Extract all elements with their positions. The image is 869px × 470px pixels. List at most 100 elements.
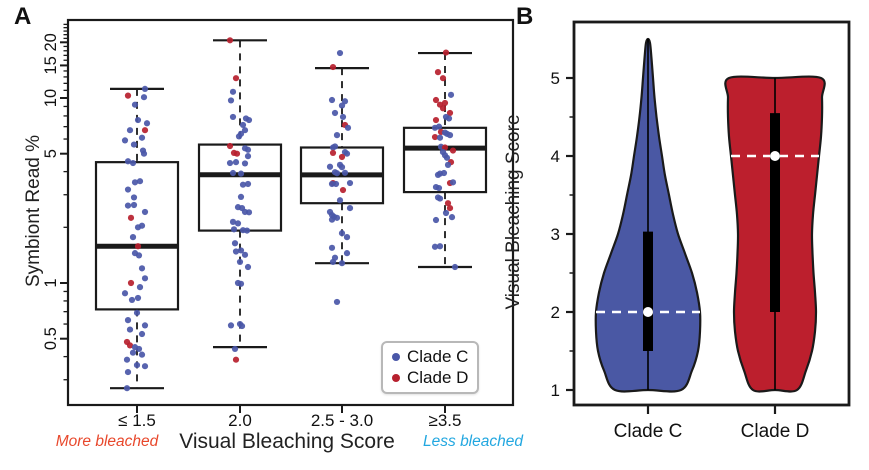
data-point-clade-c [332, 180, 340, 188]
panel-a-y-tick-label: 20 [42, 33, 60, 51]
panel-a-letter: A [14, 3, 32, 30]
panel-b-y-axis-title: Visual Bleaching Score [503, 114, 524, 310]
data-point-clade-c [141, 275, 149, 282]
data-point-clade-d [339, 186, 347, 194]
data-point-clade-c [129, 349, 137, 356]
data-point-clade-d [434, 69, 442, 76]
violin-median-dot [643, 307, 653, 317]
panel-b-plot-border [572, 20, 851, 407]
data-point-clade-c [140, 94, 148, 101]
box-iqr [94, 161, 180, 311]
data-point-clade-c [226, 159, 234, 167]
data-point-clade-c [234, 220, 242, 227]
data-point-clade-c [231, 345, 239, 353]
violin-median-dot [770, 151, 780, 161]
data-point-clade-c [133, 309, 141, 316]
data-point-clade-c [124, 368, 132, 376]
data-point-clade-c [141, 363, 149, 370]
data-point-clade-c [238, 322, 246, 330]
panel-b-y-tick-label: 1 [551, 381, 560, 400]
data-point-clade-c [143, 120, 151, 127]
data-point-clade-c [444, 161, 452, 168]
data-point-clade-c [328, 244, 336, 251]
data-point-clade-c [442, 209, 450, 217]
data-point-clade-c [245, 209, 253, 216]
data-point-clade-d [127, 214, 135, 221]
panel-b-category-clade-c: Clade C [613, 421, 683, 442]
data-point-clade-c [435, 184, 443, 192]
data-point-clade-c [230, 226, 238, 233]
data-point-clade-c [331, 109, 339, 117]
data-point-clade-c [141, 208, 149, 216]
data-point-clade-c [245, 116, 253, 124]
data-point-clade-d [329, 63, 337, 71]
data-point-clade-c [235, 133, 243, 140]
data-point-clade-c [443, 154, 451, 161]
data-point-clade-c [131, 101, 139, 108]
data-point-clade-c [134, 116, 142, 124]
data-point-clade-c [333, 214, 341, 221]
data-point-clade-c [436, 243, 444, 250]
data-point-clade-c [244, 153, 252, 160]
panel-a-category-2: 2.0 [228, 411, 252, 430]
data-point-clade-c [138, 222, 146, 229]
data-point-clade-c [239, 181, 247, 188]
panel-a-y-tick-label: 0.5 [42, 327, 60, 350]
data-point-clade-d [441, 99, 449, 107]
data-point-clade-c [121, 290, 129, 297]
data-point-clade-c [243, 227, 251, 234]
data-point-clade-c [338, 260, 346, 267]
data-point-clade-c [124, 317, 132, 324]
data-point-clade-d [432, 96, 440, 104]
data-point-clade-c [138, 351, 146, 358]
data-point-clade-c [436, 134, 444, 141]
data-point-clade-c [227, 322, 235, 329]
data-point-clade-d [432, 116, 440, 124]
data-point-clade-c [451, 263, 459, 271]
data-point-clade-c [130, 194, 138, 201]
data-point-clade-d [134, 243, 142, 250]
legend-label-clade-d: Clade D [407, 367, 469, 387]
legend-item-clade-d: Clade D [392, 367, 468, 388]
panel-a-category-4: ≥3.5 [428, 411, 462, 430]
data-point-clade-c [445, 115, 453, 122]
data-point-clade-d [126, 342, 134, 349]
data-point-clade-c [328, 96, 336, 104]
data-point-clade-c [346, 205, 354, 212]
data-point-clade-c [130, 201, 138, 209]
data-point-clade-c [328, 216, 336, 223]
data-point-clade-c [232, 248, 240, 255]
data-point-clade-d [226, 37, 234, 44]
panel-b-y-tick-label: 4 [551, 147, 560, 166]
panel-b-letter: B [516, 3, 534, 30]
data-point-clade-c [227, 97, 235, 104]
data-point-clade-c [236, 258, 244, 266]
data-point-clade-d [439, 105, 447, 112]
data-point-clade-c [338, 230, 346, 237]
data-point-clade-c [241, 127, 249, 134]
data-point-clade-d [449, 147, 457, 154]
data-point-clade-c [237, 280, 245, 287]
data-point-clade-c [141, 322, 149, 329]
data-point-clade-c [130, 141, 138, 148]
data-point-clade-c [333, 298, 341, 306]
data-point-clade-c [449, 179, 457, 186]
data-point-clade-d [232, 356, 240, 363]
data-point-clade-d [446, 205, 454, 212]
data-point-clade-c [133, 361, 141, 369]
clade-c-dot-icon [392, 352, 400, 361]
clade-d-dot-icon [392, 373, 400, 382]
data-point-clade-c [135, 345, 143, 353]
data-point-clade-c [134, 294, 142, 302]
panel-b-category-clade-d: Clade D [740, 421, 810, 442]
panel-a-y-tick-label: 15 [42, 56, 60, 74]
data-point-clade-c [344, 124, 352, 131]
legend: Clade C Clade D [381, 341, 480, 394]
data-point-clade-c [435, 123, 443, 130]
data-point-clade-c [241, 251, 249, 258]
data-point-clade-d [141, 127, 149, 134]
data-point-clade-c [129, 234, 137, 241]
data-point-clade-c [237, 170, 245, 177]
data-point-clade-c [440, 169, 448, 177]
data-point-clade-c [229, 88, 237, 95]
